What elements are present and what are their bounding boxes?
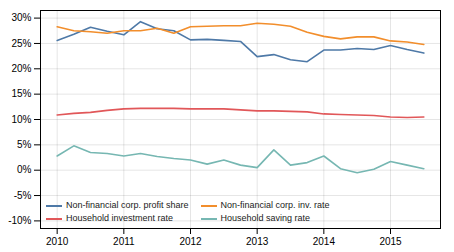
svg-text:5%: 5% [17,139,32,150]
svg-text:20%: 20% [11,63,31,74]
svg-text:2011: 2011 [113,236,135,247]
svg-text:0%: 0% [17,164,32,175]
svg-text:2012: 2012 [179,236,202,247]
svg-text:25%: 25% [11,38,31,49]
html-text:Non-financial corp. inv. rate: Non-financial corp. inv. rate [220,200,330,210]
svg-text:-10%: -10% [8,215,31,226]
html-text:Household investment rate: Household investment rate [66,213,174,223]
svg-text:10%: 10% [11,114,31,125]
svg-text:2013: 2013 [246,236,269,247]
svg-text:15%: 15% [11,88,31,99]
svg-text:2010: 2010 [46,236,69,247]
svg-text:2015: 2015 [379,236,402,247]
html-text:Household saving rate: Household saving rate [220,213,311,223]
html-text:Non-financial corp. profit sha: Non-financial corp. profit share [66,200,189,210]
svg-text:30%: 30% [11,12,31,23]
svg-text:-5%: -5% [14,190,32,201]
svg-text:2014: 2014 [313,236,336,247]
